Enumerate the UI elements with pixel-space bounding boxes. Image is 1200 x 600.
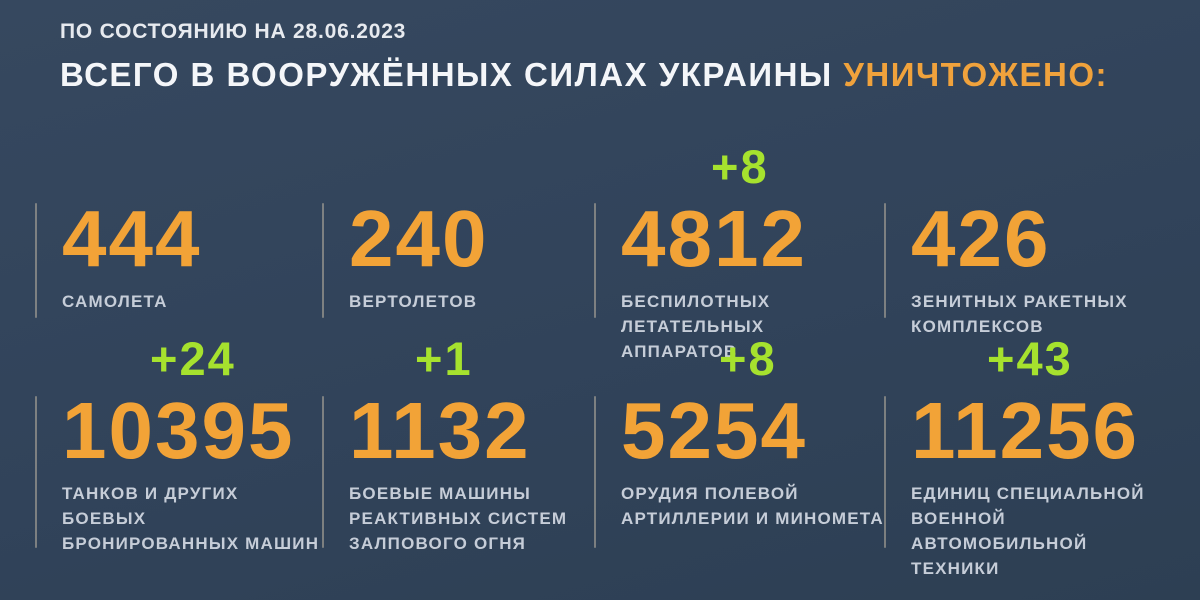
stat-label: ЕДИНИЦ СПЕЦИАЛЬНОЙ ВОЕННОЙ АВТОМОБИЛЬНОЙ…: [911, 484, 1145, 578]
stat-increment: [911, 140, 1185, 198]
stat-value: 444: [62, 194, 202, 283]
header: ПО СОСТОЯНИЮ НА 28.06.2023 ВСЕГО В ВООРУ…: [60, 20, 1108, 94]
stat-label: ТАНКОВ И ДРУГИХ БОЕВЫХ БРОНИРОВАННЫХ МАШ…: [62, 484, 320, 553]
stat-value: 1132: [349, 386, 531, 475]
title-highlight: УНИЧТОЖЕНО:: [843, 56, 1109, 93]
stat-increment: +43: [987, 332, 1073, 385]
stats-row-1: 444 САМОЛЕТА 240 ВЕРТОЛЕТОВ +8 4812 БЕСП…: [35, 140, 1185, 364]
stat-block-mlrs: +1 1132 БОЕВЫЕ МАШИНЫ РЕАКТИВНЫХ СИСТЕМ …: [322, 332, 594, 581]
stat-label: ОРУДИЯ ПОЛЕВОЙ АРТИЛЛЕРИИ И МИНОМЕТА: [621, 484, 884, 528]
stat-label: БЕСПИЛОТНЫХ ЛЕТАТЕЛЬНЫХ АППАРАТОВ: [621, 292, 771, 361]
stat-increment: +8: [719, 332, 777, 385]
stat-value: 4812: [621, 194, 807, 283]
stat-block-military-vehicles: +43 11256 ЕДИНИЦ СПЕЦИАЛЬНОЙ ВОЕННОЙ АВТ…: [884, 332, 1185, 581]
report-date: ПО СОСТОЯНИЮ НА 28.06.2023: [60, 20, 407, 43]
stat-increment: +24: [150, 332, 236, 385]
stat-increment: +8: [711, 140, 769, 193]
stat-block-sam-systems: 426 ЗЕНИТНЫХ РАКЕТНЫХ КОМПЛЕКСОВ: [884, 140, 1185, 364]
page-title: ВСЕГО В ВООРУЖЁННЫХ СИЛАХ УКРАИНЫ УНИЧТО…: [60, 56, 1108, 94]
stat-block-helicopters: 240 ВЕРТОЛЕТОВ: [322, 140, 594, 364]
stat-label: ЗЕНИТНЫХ РАКЕТНЫХ КОМПЛЕКСОВ: [911, 292, 1128, 336]
stat-block-aircraft: 444 САМОЛЕТА: [35, 140, 322, 364]
stat-increment: +1: [415, 332, 473, 385]
stat-label: БОЕВЫЕ МАШИНЫ РЕАКТИВНЫХ СИСТЕМ ЗАЛПОВОГ…: [349, 484, 568, 553]
stat-value: 10395: [62, 386, 295, 475]
stat-value: 11256: [911, 386, 1140, 475]
stat-block-tanks: +24 10395 ТАНКОВ И ДРУГИХ БОЕВЫХ БРОНИРО…: [35, 332, 322, 581]
stat-value: 5254: [621, 386, 807, 475]
stat-block-artillery: +8 5254 ОРУДИЯ ПОЛЕВОЙ АРТИЛЛЕРИИ И МИНО…: [594, 332, 884, 581]
stat-block-uav: +8 4812 БЕСПИЛОТНЫХ ЛЕТАТЕЛЬНЫХ АППАРАТО…: [594, 140, 884, 364]
stat-value: 240: [349, 194, 489, 283]
stat-value: 426: [911, 194, 1051, 283]
stat-label: ВЕРТОЛЕТОВ: [349, 292, 478, 311]
stats-row-2: +24 10395 ТАНКОВ И ДРУГИХ БОЕВЫХ БРОНИРО…: [35, 332, 1185, 581]
title-main: ВСЕГО В ВООРУЖЁННЫХ СИЛАХ УКРАИНЫ: [60, 56, 833, 93]
stat-increment: [62, 140, 322, 198]
stat-label: САМОЛЕТА: [62, 292, 168, 311]
stat-increment: [349, 140, 594, 198]
